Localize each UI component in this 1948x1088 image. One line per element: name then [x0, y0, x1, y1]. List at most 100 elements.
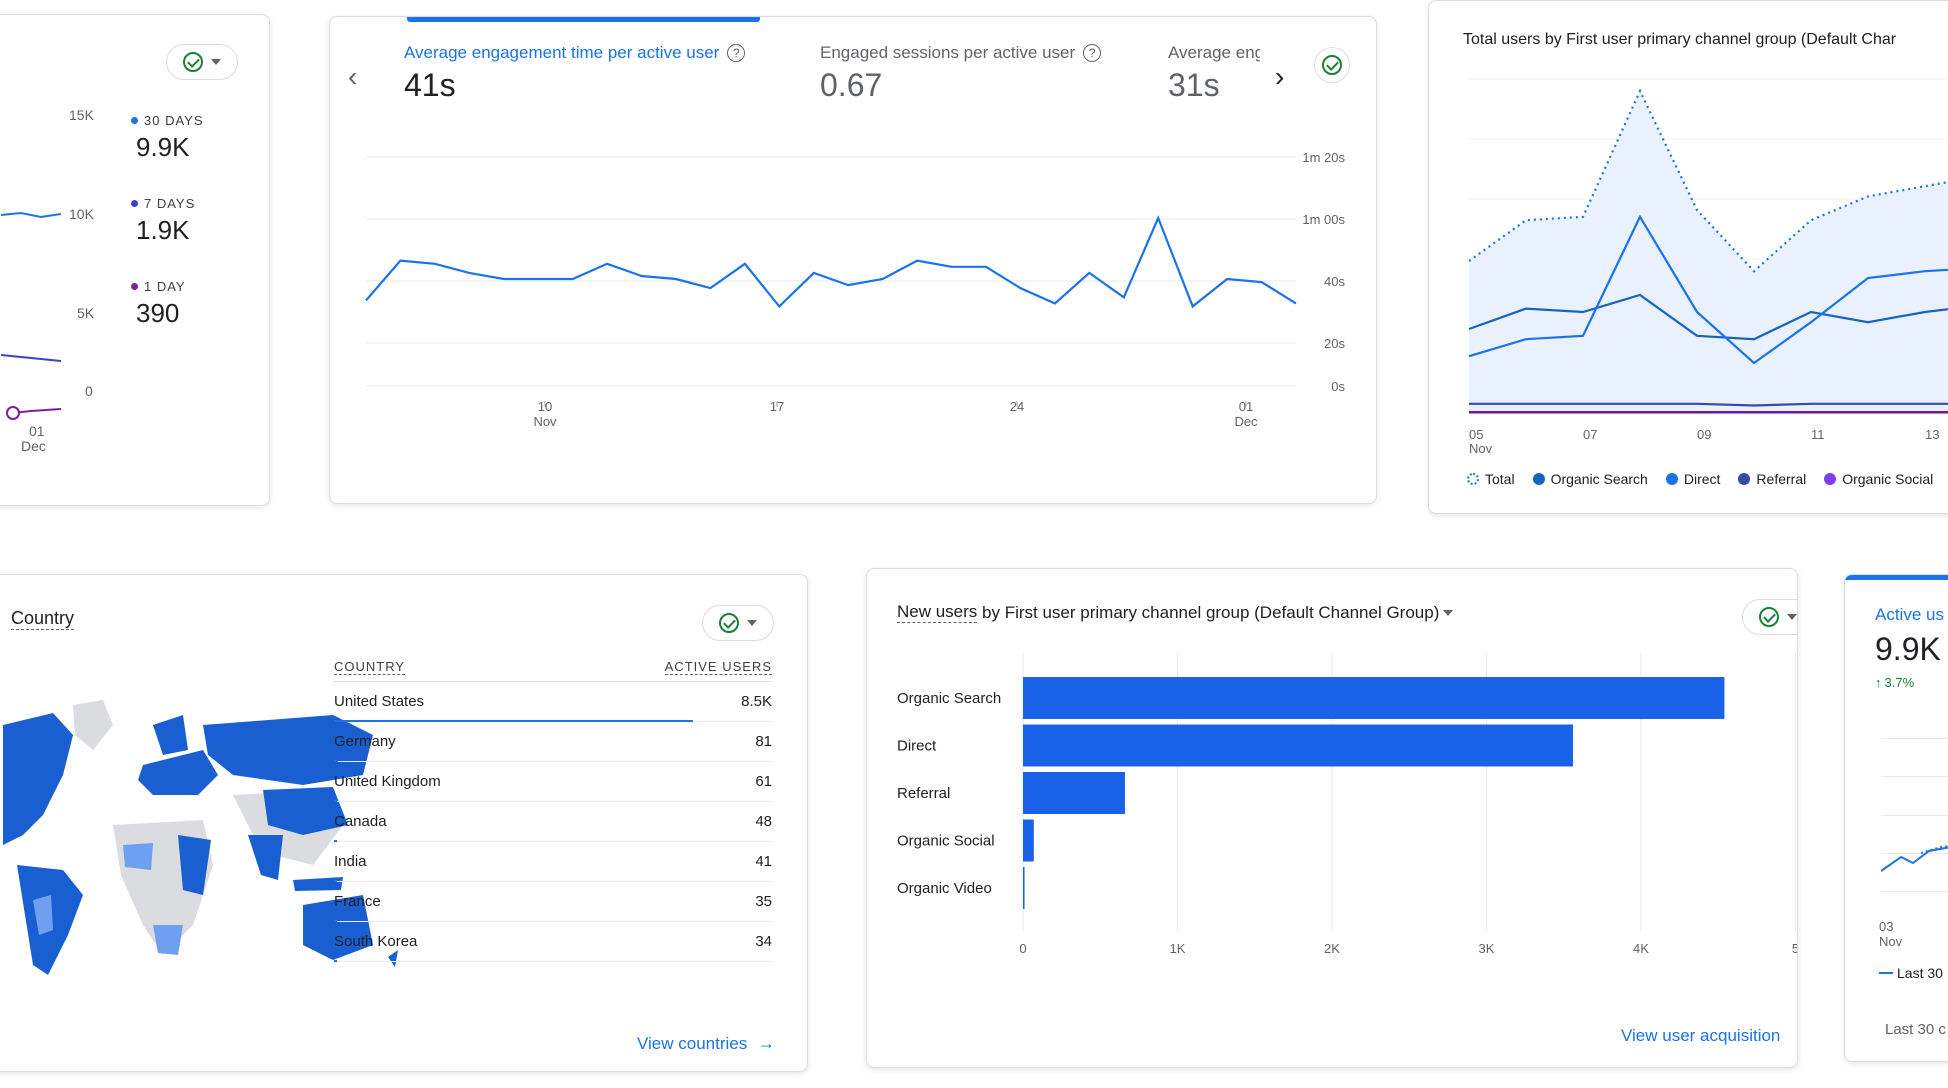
table-row[interactable]: South Korea 34 [334, 922, 772, 962]
y-tick-label: 40s [1324, 274, 1345, 289]
table-row[interactable]: United Kingdom 61 [334, 762, 772, 802]
x-tick-day: 10 [538, 399, 552, 414]
y-tick-label: 1m 00s [1302, 212, 1345, 227]
legend-dot [131, 283, 138, 290]
new-users-bar-chart: 0 1K 2K 3K 4K 5 Organic Search Direct Referral Or… [897, 653, 1797, 956]
dotted-circle-icon [1467, 473, 1479, 485]
y-tick: 10K [69, 206, 94, 222]
check-status-chip[interactable] [1314, 47, 1350, 83]
metric-value: 31s [1168, 67, 1220, 103]
compare-chip[interactable] [702, 605, 774, 641]
metric-label: Engaged sessions per active user [820, 43, 1076, 62]
metric-tab-average-engagement[interactable]: Average eng 31s [1168, 43, 1260, 104]
share-bar [334, 880, 337, 882]
metric-value: 9.9K [1875, 631, 1941, 667]
table-row[interactable]: France 35 [334, 882, 772, 922]
legend-item-referral[interactable]: Referral [1738, 471, 1806, 487]
share-bar [334, 960, 337, 962]
stat-value: 390 [136, 298, 180, 328]
bar [1023, 772, 1125, 814]
legend-item-total[interactable]: Total [1467, 471, 1515, 487]
active-users-value: 41 [755, 853, 772, 870]
arrow-up-icon: ↑ [1875, 675, 1882, 690]
active-users-value: 34 [755, 933, 772, 950]
legend-dot [1532, 473, 1545, 485]
chevron-left-icon[interactable]: ‹ [348, 61, 358, 92]
stat-label: 30 DAYS [144, 113, 204, 128]
active-users-card: Active us 9.9K ↑ 3.7% 03 Nov Last 30 Las… [1844, 574, 1948, 1062]
y-tick: 15K [69, 107, 94, 123]
realtime-mini-chart [1, 211, 61, 420]
active-users-mini-chart [1881, 845, 1948, 872]
x-tick-month: Nov [1469, 441, 1493, 456]
engagement-card: ‹ Average engagement time per active use… [329, 16, 1377, 504]
help-icon[interactable]: ? [727, 44, 746, 62]
series-1-day-line [12, 408, 61, 414]
africa-east-shape [178, 835, 211, 895]
realtime-users-card: 15K 10K 5K 0 01 Dec 30 DAYS 9.9K 7 DAYS … [0, 14, 270, 506]
check-circle-icon [1322, 55, 1342, 75]
bar [1023, 867, 1025, 909]
arrow-right-icon: → [757, 1033, 776, 1053]
stat-label: 7 DAYS [144, 196, 196, 211]
card-title: New users by First user primary channel … [897, 602, 1454, 623]
chevron-right-icon[interactable]: › [1275, 61, 1285, 92]
card-title[interactable]: Country [11, 608, 75, 630]
legend-item-organic-social[interactable]: Organic Social [1824, 471, 1933, 487]
russia-shape [203, 715, 373, 785]
bar [1023, 819, 1034, 862]
x-tick-day: 17 [770, 399, 784, 414]
help-icon[interactable]: ? [1083, 44, 1102, 62]
metric-label: Average engagement time per active user [404, 43, 720, 62]
stat-value: 1.9K [136, 215, 190, 245]
compare-chip[interactable] [166, 44, 238, 80]
metric-tab-engagement-time[interactable]: Average engagement time per active user … [404, 43, 746, 104]
metric-tab-engaged-sessions[interactable]: Engaged sessions per active user ? 0.67 [820, 43, 1102, 104]
view-user-acquisition-link[interactable]: View user acquisition [1621, 1026, 1781, 1045]
active-users-value: 81 [755, 733, 772, 750]
gridline [1881, 815, 1948, 816]
bar-category-label: Organic Social [897, 833, 995, 850]
country-name: Canada [334, 813, 387, 830]
column-header-active-users[interactable]: ACTIVE USERS [664, 659, 772, 675]
legend-item[interactable]: Last 30 [1879, 965, 1943, 981]
legend-item-direct[interactable]: Direct [1665, 471, 1720, 487]
title-metric[interactable]: New users [897, 602, 978, 623]
view-countries-link[interactable]: View countries → [637, 1033, 775, 1054]
y-tick-label: 20s [1324, 336, 1345, 351]
share-bar [334, 840, 337, 842]
x-tick-day: 13 [1925, 427, 1939, 442]
table-row[interactable]: United States 8.5K [334, 682, 772, 722]
share-bar [334, 760, 338, 762]
table-row[interactable]: India 41 [334, 842, 772, 882]
series-line [1881, 846, 1948, 872]
table-row[interactable]: Canada 48 [334, 802, 772, 842]
chevron-down-icon [1787, 614, 1797, 620]
card-title: Total users by First user primary channe… [1463, 31, 1897, 48]
x-tick-label: 3K [1479, 941, 1495, 956]
legend-label: Organic Search [1550, 471, 1648, 487]
table-row[interactable]: Germany 81 [334, 722, 772, 762]
column-header-country[interactable]: COUNTRY [334, 659, 406, 675]
chevron-down-icon [211, 59, 221, 65]
legend-dot [1665, 473, 1678, 485]
y-tick: 5K [77, 305, 95, 321]
series-30-days-line [1, 211, 61, 219]
compare-chip[interactable] [1742, 599, 1797, 635]
share-bar [334, 920, 337, 922]
x-tick-month: Nov [1879, 934, 1903, 949]
active-users-value: 48 [755, 813, 772, 830]
check-circle-icon [1759, 607, 1779, 627]
country-card: Country COUNTRY ACTIVE USERS United Stat… [0, 574, 808, 1072]
metric-label[interactable]: Active us [1875, 605, 1944, 624]
check-circle-icon [183, 52, 203, 72]
title-dimension[interactable]: by First user primary channel group (Def… [977, 602, 1440, 622]
australia-shape [303, 895, 373, 960]
south-africa-shape [153, 925, 183, 955]
chevron-down-icon[interactable] [1443, 609, 1454, 616]
legend-item-organic-search[interactable]: Organic Search [1532, 471, 1648, 487]
country-table: COUNTRY ACTIVE USERS United States 8.5K Ge… [334, 659, 772, 962]
bar [1023, 677, 1725, 719]
x-tick-day: 05 [1469, 427, 1483, 442]
bar-category-label: Referral [897, 785, 950, 802]
